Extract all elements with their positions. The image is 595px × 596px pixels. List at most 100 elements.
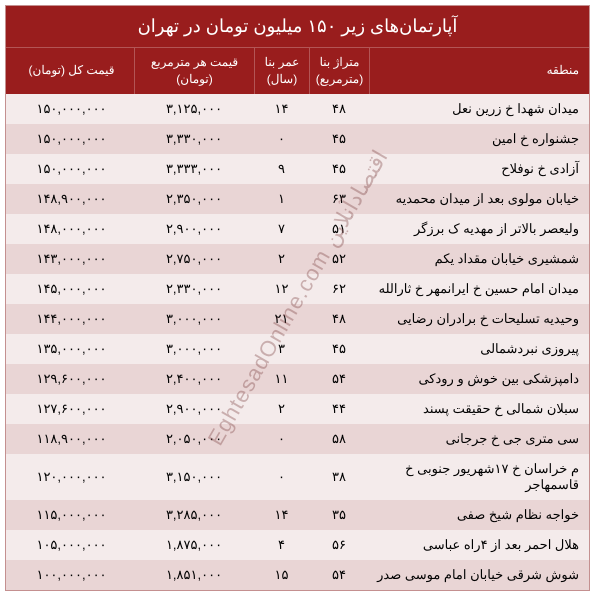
cell-price-sqm: ۱,۸۵۱,۰۰۰ <box>134 560 254 590</box>
table-row: پیروزی نبردشمالی۴۵۳۳,۰۰۰,۰۰۰۱۳۵,۰۰۰,۰۰۰ <box>6 334 589 364</box>
table-row: وحیدیه تسلیحات خ برادران رضایی۴۸۲۱۳,۰۰۰,… <box>6 304 589 334</box>
cell-price-total: ۱۴۴,۰۰۰,۰۰۰ <box>9 304 134 334</box>
cell-area: ۶۳ <box>309 184 369 214</box>
table-row: آزادی خ نوفلاح۴۵۹۳,۳۳۳,۰۰۰۱۵۰,۰۰۰,۰۰۰ <box>6 154 589 184</box>
col-header-age: عمر بنا (سال) <box>254 48 309 94</box>
cell-price-total: ۱۲۰,۰۰۰,۰۰۰ <box>9 454 134 500</box>
cell-price-total: ۱۵۰,۰۰۰,۰۰۰ <box>9 154 134 184</box>
cell-price-total: ۱۴۸,۰۰۰,۰۰۰ <box>9 214 134 244</box>
cell-area: ۳۸ <box>309 454 369 500</box>
cell-region: ولیعصر بالاتر از مهدیه ک برزگر <box>369 214 589 244</box>
col-header-price-sqm: قیمت هر مترمربع (تومان) <box>134 48 254 94</box>
cell-age: ۱ <box>254 184 309 214</box>
cell-region: سبلان شمالی خ حقیقت پسند <box>369 394 589 424</box>
cell-price-sqm: ۲,۹۰۰,۰۰۰ <box>134 394 254 424</box>
table-body: میدان شهدا خ زرین نعل۴۸۱۴۳,۱۲۵,۰۰۰۱۵۰,۰۰… <box>6 94 589 590</box>
cell-price-total: ۱۲۷,۶۰۰,۰۰۰ <box>9 394 134 424</box>
cell-price-sqm: ۳,۳۳۰,۰۰۰ <box>134 124 254 154</box>
cell-price-sqm: ۳,۱۵۰,۰۰۰ <box>134 454 254 500</box>
col-header-region: منطقه <box>369 48 589 94</box>
cell-price-sqm: ۲,۳۵۰,۰۰۰ <box>134 184 254 214</box>
table-row: دامپزشکی بین خوش و رودکی۵۴۱۱۲,۴۰۰,۰۰۰۱۲۹… <box>6 364 589 394</box>
cell-price-total: ۱۴۸,۹۰۰,۰۰۰ <box>9 184 134 214</box>
price-table: آپارتمان‌های زیر ۱۵۰ میلیون تومان در تهر… <box>5 5 590 591</box>
cell-price-total: ۱۴۳,۰۰۰,۰۰۰ <box>9 244 134 274</box>
cell-price-sqm: ۲,۰۵۰,۰۰۰ <box>134 424 254 454</box>
cell-area: ۵۸ <box>309 424 369 454</box>
cell-area: ۵۴ <box>309 364 369 394</box>
table-header-row: منطقه متراژ بنا (مترمربع) عمر بنا (سال) … <box>6 47 589 94</box>
cell-age: ۰ <box>254 454 309 500</box>
col-header-area: متراژ بنا (مترمربع) <box>309 48 369 94</box>
cell-price-sqm: ۲,۷۵۰,۰۰۰ <box>134 244 254 274</box>
table-row: جشنواره خ امین۴۵۰۳,۳۳۰,۰۰۰۱۵۰,۰۰۰,۰۰۰ <box>6 124 589 154</box>
cell-age: ۴ <box>254 530 309 560</box>
table-row: میدان امام حسین خ ایرانمهر خ ثارالله۶۲۱۲… <box>6 274 589 304</box>
cell-price-total: ۱۰۵,۰۰۰,۰۰۰ <box>9 530 134 560</box>
cell-age: ۱۲ <box>254 274 309 304</box>
table-row: ولیعصر بالاتر از مهدیه ک برزگر۵۱۷۲,۹۰۰,۰… <box>6 214 589 244</box>
table-row: خواجه نظام شیخ صفی۳۵۱۴۳,۲۸۵,۰۰۰۱۱۵,۰۰۰,۰… <box>6 500 589 530</box>
cell-price-sqm: ۳,۲۸۵,۰۰۰ <box>134 500 254 530</box>
cell-area: ۵۴ <box>309 560 369 590</box>
cell-region: دامپزشکی بین خوش و رودکی <box>369 364 589 394</box>
cell-region: م خراسان خ ۱۷شهریور جنوبی خ قاسمهاجر <box>369 454 589 500</box>
cell-price-sqm: ۲,۹۰۰,۰۰۰ <box>134 214 254 244</box>
cell-age: ۲۱ <box>254 304 309 334</box>
cell-area: ۵۶ <box>309 530 369 560</box>
cell-region: خواجه نظام شیخ صفی <box>369 500 589 530</box>
table-title: آپارتمان‌های زیر ۱۵۰ میلیون تومان در تهر… <box>6 6 589 47</box>
cell-age: ۰ <box>254 124 309 154</box>
cell-age: ۰ <box>254 424 309 454</box>
cell-price-total: ۱۱۸,۹۰۰,۰۰۰ <box>9 424 134 454</box>
cell-area: ۴۵ <box>309 124 369 154</box>
cell-price-sqm: ۳,۱۲۵,۰۰۰ <box>134 94 254 124</box>
cell-area: ۵۲ <box>309 244 369 274</box>
cell-price-total: ۱۴۵,۰۰۰,۰۰۰ <box>9 274 134 304</box>
cell-region: آزادی خ نوفلاح <box>369 154 589 184</box>
cell-age: ۷ <box>254 214 309 244</box>
cell-region: خیابان مولوی بعد از میدان محمدیه <box>369 184 589 214</box>
cell-area: ۴۵ <box>309 334 369 364</box>
col-header-price-total: قیمت کل (تومان) <box>9 48 134 94</box>
cell-area: ۶۲ <box>309 274 369 304</box>
cell-region: هلال احمر بعد از ۴راه عباسی <box>369 530 589 560</box>
cell-age: ۱۱ <box>254 364 309 394</box>
cell-area: ۵۱ <box>309 214 369 244</box>
cell-age: ۹ <box>254 154 309 184</box>
cell-region: وحیدیه تسلیحات خ برادران رضایی <box>369 304 589 334</box>
cell-age: ۲ <box>254 244 309 274</box>
cell-price-sqm: ۳,۰۰۰,۰۰۰ <box>134 304 254 334</box>
cell-price-sqm: ۱,۸۷۵,۰۰۰ <box>134 530 254 560</box>
cell-price-total: ۱۳۵,۰۰۰,۰۰۰ <box>9 334 134 364</box>
cell-region: سی متری جی خ جرجانی <box>369 424 589 454</box>
cell-price-sqm: ۲,۴۰۰,۰۰۰ <box>134 364 254 394</box>
cell-age: ۳ <box>254 334 309 364</box>
table-row: سبلان شمالی خ حقیقت پسند۴۴۲۲,۹۰۰,۰۰۰۱۲۷,… <box>6 394 589 424</box>
cell-price-sqm: ۳,۳۳۳,۰۰۰ <box>134 154 254 184</box>
cell-price-total: ۱۲۹,۶۰۰,۰۰۰ <box>9 364 134 394</box>
cell-price-total: ۱۱۵,۰۰۰,۰۰۰ <box>9 500 134 530</box>
cell-price-total: ۱۵۰,۰۰۰,۰۰۰ <box>9 124 134 154</box>
cell-price-total: ۱۵۰,۰۰۰,۰۰۰ <box>9 94 134 124</box>
cell-age: ۲ <box>254 394 309 424</box>
cell-price-sqm: ۲,۳۳۰,۰۰۰ <box>134 274 254 304</box>
cell-age: ۱۴ <box>254 500 309 530</box>
cell-area: ۳۵ <box>309 500 369 530</box>
cell-region: شوش شرقی خیابان امام موسی صدر <box>369 560 589 590</box>
cell-price-sqm: ۳,۰۰۰,۰۰۰ <box>134 334 254 364</box>
cell-region: پیروزی نبردشمالی <box>369 334 589 364</box>
cell-region: جشنواره خ امین <box>369 124 589 154</box>
table-row: سی متری جی خ جرجانی۵۸۰۲,۰۵۰,۰۰۰۱۱۸,۹۰۰,۰… <box>6 424 589 454</box>
cell-area: ۴۸ <box>309 94 369 124</box>
table-row: خیابان مولوی بعد از میدان محمدیه۶۳۱۲,۳۵۰… <box>6 184 589 214</box>
table-row: میدان شهدا خ زرین نعل۴۸۱۴۳,۱۲۵,۰۰۰۱۵۰,۰۰… <box>6 94 589 124</box>
cell-region: میدان شهدا خ زرین نعل <box>369 94 589 124</box>
cell-age: ۱۴ <box>254 94 309 124</box>
cell-area: ۴۴ <box>309 394 369 424</box>
cell-region: شمشیری خیابان مقداد یکم <box>369 244 589 274</box>
table-row: شوش شرقی خیابان امام موسی صدر۵۴۱۵۱,۸۵۱,۰… <box>6 560 589 590</box>
cell-area: ۴۵ <box>309 154 369 184</box>
table-row: هلال احمر بعد از ۴راه عباسی۵۶۴۱,۸۷۵,۰۰۰۱… <box>6 530 589 560</box>
cell-price-total: ۱۰۰,۰۰۰,۰۰۰ <box>9 560 134 590</box>
